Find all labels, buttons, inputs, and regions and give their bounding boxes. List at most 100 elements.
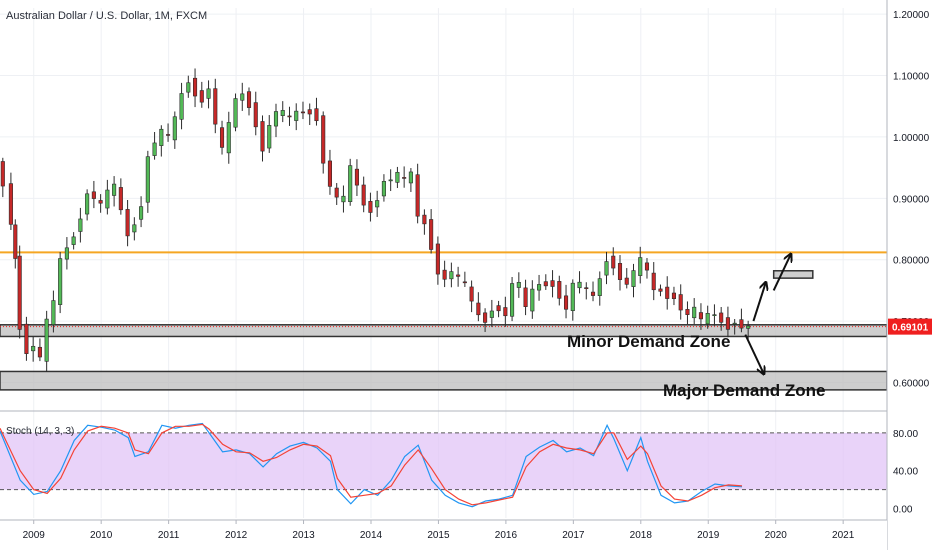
candle-body-85 — [570, 282, 575, 311]
candle-body-93 — [624, 277, 629, 285]
candle-body-111 — [746, 325, 751, 329]
stoch-series-k — [0, 422, 743, 508]
projection-arrow-2 — [744, 334, 763, 374]
candle-body-8 — [51, 300, 56, 325]
candle-body-46 — [307, 109, 312, 115]
candle-body-79 — [530, 288, 535, 312]
y-tick-label: 1.10000 — [893, 72, 930, 83]
stoch-y-tick-label: 0.00 — [893, 505, 913, 516]
candle-body-76 — [510, 283, 515, 317]
candle-body-10 — [64, 247, 69, 260]
candle-body-78 — [523, 287, 528, 307]
stoch-series-d — [0, 423, 743, 506]
projection-arrow-1 — [772, 255, 791, 291]
candle-body-18 — [118, 187, 123, 211]
candle-body-66 — [442, 269, 447, 280]
candle-body-5 — [31, 345, 36, 352]
candle-body-12 — [78, 218, 83, 232]
candle-body-11 — [71, 236, 76, 245]
candle-body-33 — [219, 127, 225, 148]
candle-body-83 — [557, 281, 562, 299]
candle-body-41 — [273, 111, 279, 127]
candle-body-69 — [462, 281, 467, 284]
candle-body-39 — [260, 121, 265, 152]
candle-body-37 — [246, 91, 252, 108]
x-tick-label: 2012 — [225, 530, 248, 541]
candle-body-96 — [644, 262, 650, 271]
x-tick-label: 2011 — [158, 530, 180, 541]
x-tick-label: 2016 — [495, 530, 518, 541]
minor-demand-zone-label: Minor Demand Zone — [567, 332, 730, 351]
candle-body-24 — [159, 128, 164, 146]
candle-body-19 — [125, 209, 130, 237]
candle-body-6 — [37, 346, 42, 358]
current-price-badge — [888, 318, 932, 335]
x-axis-background — [0, 520, 887, 550]
candle-body-1 — [8, 183, 13, 225]
x-tick-label: 2020 — [765, 530, 788, 541]
candle-body-95 — [638, 257, 643, 276]
candle-body-49 — [327, 160, 332, 187]
candle-body-29 — [193, 77, 198, 97]
candle-body-90 — [604, 261, 609, 276]
candle-body-23 — [152, 142, 157, 156]
candle-body-74 — [496, 305, 501, 312]
candle-body-103 — [692, 306, 697, 319]
candle-body-92 — [617, 263, 623, 280]
candle-body-30 — [199, 90, 204, 103]
x-tick-label: 2013 — [292, 530, 315, 541]
candle-body-56 — [375, 200, 380, 208]
candle-body-61 — [408, 171, 413, 184]
x-tick-label: 2014 — [360, 530, 383, 541]
candle-body-108 — [725, 317, 730, 330]
candle-body-13 — [85, 193, 90, 215]
projection-arrows — [744, 255, 791, 374]
candle-body-72 — [483, 312, 488, 323]
candle-body-47 — [314, 108, 319, 122]
candle-body-91 — [611, 255, 616, 269]
candle-body-53 — [354, 168, 359, 186]
candle-body-71 — [476, 302, 481, 316]
y-tick-label: 0.90000 — [893, 194, 930, 205]
chart-labels: Minor Demand Zone Major Demand Zone — [567, 332, 825, 400]
candle-body-105 — [705, 313, 710, 325]
candle-body-20 — [132, 224, 137, 233]
candle-body-77 — [516, 282, 521, 288]
candle-body-50 — [334, 187, 339, 198]
y-tick-label: 0.60000 — [893, 379, 930, 390]
zone-rect-2 — [772, 270, 814, 279]
candle-body-15 — [98, 200, 103, 204]
candle-body-98 — [658, 288, 663, 292]
y-axis-background — [887, 0, 932, 550]
candle-body-104 — [698, 312, 703, 320]
candle-body-22 — [145, 156, 150, 203]
candle-body-32 — [213, 88, 218, 125]
candle-body-38 — [253, 102, 258, 128]
candle-body-25 — [166, 134, 171, 136]
candle-body-99 — [665, 286, 670, 299]
candle-body-51 — [341, 195, 346, 203]
candle-body-80 — [537, 284, 542, 291]
candle-body-107 — [719, 312, 724, 323]
candle-body-43 — [287, 115, 292, 118]
y-tick-label: 1.00000 — [893, 133, 930, 144]
candle-body-7 — [44, 318, 49, 362]
candle-body-35 — [233, 98, 238, 128]
candle-body-65 — [435, 243, 440, 275]
stoch-title: Stoch (14, 3, 3) — [6, 426, 74, 437]
candle-body-57 — [381, 181, 386, 197]
y-tick-label: 1.20000 — [893, 10, 930, 21]
candle-body-60 — [402, 177, 407, 179]
candle-body-94 — [631, 270, 636, 287]
candle-body-55 — [368, 201, 373, 213]
candle-body-88 — [590, 291, 596, 296]
candle-body-101 — [678, 294, 683, 311]
candle-body-110 — [739, 319, 744, 329]
candle-body-84 — [563, 295, 569, 310]
candle-body-14 — [91, 191, 96, 199]
candle-body-4 — [24, 323, 29, 354]
candle-body-82 — [550, 280, 555, 287]
candle-body-2 — [13, 224, 18, 259]
